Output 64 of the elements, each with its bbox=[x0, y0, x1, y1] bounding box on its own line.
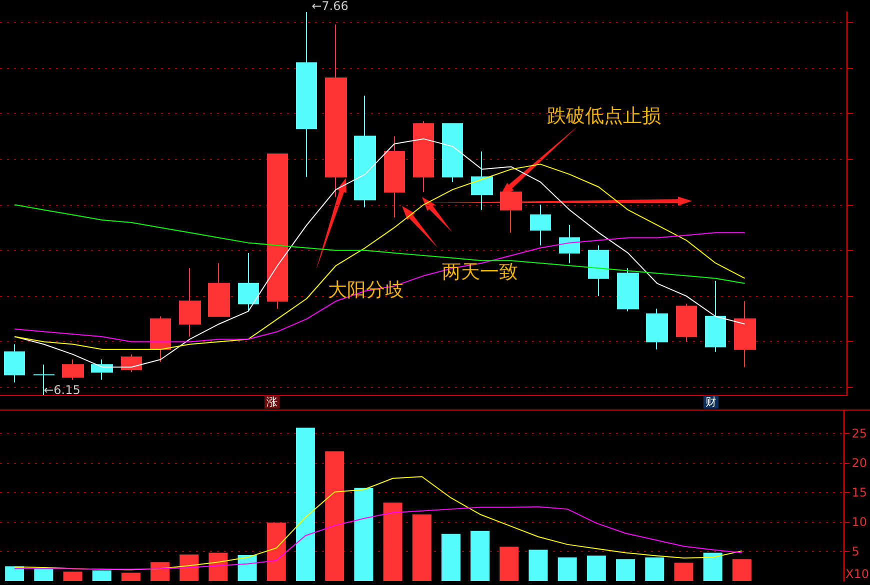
candlestick bbox=[121, 354, 142, 373]
bar bbox=[296, 428, 315, 581]
y-tick-label: 10 bbox=[852, 515, 868, 530]
candlestick bbox=[617, 268, 639, 312]
bar bbox=[208, 552, 228, 581]
candlestick bbox=[296, 12, 317, 178]
bar bbox=[500, 546, 519, 581]
line-series bbox=[14, 506, 742, 570]
bar bbox=[180, 554, 199, 581]
line-series bbox=[14, 476, 742, 570]
y-axis-title: X10 bbox=[846, 567, 870, 581]
candlestick bbox=[354, 95, 376, 208]
y-tick-label: 5 bbox=[852, 544, 860, 559]
bar bbox=[412, 514, 432, 581]
candlestick bbox=[734, 300, 756, 368]
y-tick-label: 25 bbox=[852, 426, 868, 441]
candlestick bbox=[267, 154, 288, 310]
bar bbox=[5, 566, 24, 581]
bar bbox=[732, 559, 752, 581]
candlestick bbox=[705, 280, 726, 352]
bar bbox=[645, 557, 664, 581]
candlestick bbox=[238, 252, 259, 312]
candlestick bbox=[646, 308, 668, 350]
candlestick bbox=[62, 358, 84, 380]
text: 财 bbox=[706, 396, 716, 408]
candlestick bbox=[442, 123, 463, 182]
bar bbox=[238, 555, 257, 581]
bar bbox=[441, 534, 460, 581]
bar bbox=[586, 556, 606, 581]
candlestick bbox=[325, 24, 347, 198]
candlestick bbox=[384, 136, 405, 218]
annotation: ←7.66 bbox=[312, 0, 348, 13]
bar bbox=[383, 502, 402, 581]
bar bbox=[121, 572, 140, 581]
candlestick bbox=[500, 192, 522, 234]
candlestick bbox=[471, 151, 493, 210]
candlestick bbox=[150, 316, 171, 363]
candlestick bbox=[676, 303, 697, 342]
bar bbox=[325, 451, 344, 581]
bar bbox=[528, 550, 548, 581]
bar bbox=[558, 557, 577, 581]
text: 涨 bbox=[266, 396, 278, 408]
candlestick bbox=[179, 268, 201, 338]
bar bbox=[616, 559, 636, 581]
annotation: 跌破低点止损 bbox=[547, 105, 661, 127]
candlestick bbox=[91, 358, 113, 380]
y-tick-label: 15 bbox=[852, 486, 868, 500]
bar bbox=[266, 522, 286, 581]
candlestick bbox=[208, 262, 230, 317]
candlestick bbox=[559, 224, 580, 264]
y-tick-label: 20 bbox=[852, 456, 868, 470]
bar bbox=[674, 562, 694, 581]
candlestick bbox=[530, 204, 551, 246]
candlestick bbox=[588, 244, 609, 297]
bar bbox=[63, 572, 82, 581]
bar bbox=[92, 570, 112, 581]
bar bbox=[150, 562, 170, 581]
bar bbox=[354, 488, 374, 581]
annotation: ←6.15 bbox=[44, 383, 80, 397]
bar bbox=[34, 568, 54, 581]
bar bbox=[703, 552, 722, 581]
bar bbox=[470, 530, 490, 581]
candlestick bbox=[4, 344, 25, 383]
candlestick bbox=[413, 120, 434, 193]
